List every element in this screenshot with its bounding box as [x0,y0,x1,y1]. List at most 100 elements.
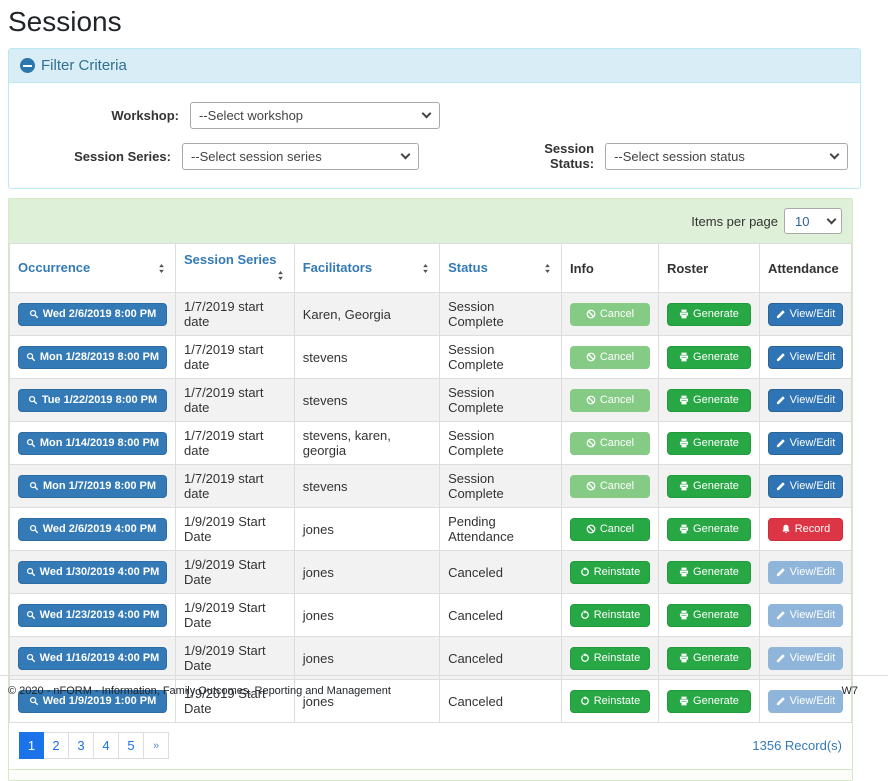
page-button-3[interactable]: 3 [69,732,94,759]
facilitators-cell: stevens, karen, georgia [294,422,439,465]
generate-button[interactable]: Generate [667,475,751,498]
facilitators-cell: Karen, Georgia [294,293,439,336]
status-cell: Session Complete [440,293,562,336]
roster-cell: Generate [658,293,759,336]
roster-cell: Generate [658,465,759,508]
workshop-select[interactable]: --Select workshop [190,102,440,129]
sort-icon [420,263,431,274]
view-edit-button[interactable]: View/Edit [768,432,843,455]
view-edit-button[interactable]: View/Edit [768,303,843,326]
cancel-button[interactable]: Cancel [570,518,650,541]
column-header-attendance: Attendance [759,244,851,293]
generate-button[interactable]: Generate [667,389,751,412]
record-button[interactable]: Record [768,518,843,541]
page-button-4[interactable]: 4 [94,732,119,759]
filter-criteria-title: Filter Criteria [41,57,127,74]
table-row: Wed 1/16/2019 4:00 PM1/9/2019 Start Date… [10,637,852,680]
occurrence-button[interactable]: Mon 1/7/2019 8:00 PM [18,475,167,498]
occurrence-button[interactable]: Mon 1/28/2019 8:00 PM [18,346,167,369]
occurrence-button[interactable]: Wed 1/30/2019 4:00 PM [18,561,167,584]
occurrence-button[interactable]: Mon 1/14/2019 8:00 PM [18,432,167,455]
occurrence-button[interactable]: Wed 2/6/2019 4:00 PM [18,518,167,541]
occurrence-button[interactable]: Wed 1/16/2019 4:00 PM [18,647,167,670]
next-page-button[interactable]: » [144,732,169,759]
page-button-1[interactable]: 1 [19,732,44,759]
session-series-cell: 1/7/2019 start date [176,422,295,465]
ban-icon [586,524,596,534]
page-button-2[interactable]: 2 [44,732,69,759]
status-cell: Canceled [440,551,562,594]
print-icon [679,309,689,319]
status-cell: Pending Attendance [440,508,562,551]
generate-button[interactable]: Generate [667,604,751,627]
sessions-table: OccurrenceSession SeriesFacilitatorsStat… [9,243,852,723]
undo-icon [580,610,590,620]
pencil-icon [776,438,786,448]
column-header-status[interactable]: Status [440,244,562,293]
search-icon [26,567,36,577]
table-footer: 12345» 1356 Record(s) [9,723,852,769]
generate-button[interactable]: Generate [667,303,751,326]
occurrence-button[interactable]: Wed 1/23/2019 4:00 PM [18,604,167,627]
roster-cell: Generate [658,551,759,594]
print-icon [679,653,689,663]
cancel-button: Cancel [570,432,650,455]
record-count: 1356 Record(s) [752,738,842,753]
search-icon [26,352,36,362]
info-cell: Reinstate [561,637,658,680]
attendance-cell: Record [759,508,851,551]
search-icon [29,696,39,706]
column-header-occurrence[interactable]: Occurrence [10,244,176,293]
occurrence-cell: Wed 1/30/2019 4:00 PM [10,551,176,594]
filter-body: Workshop: --Select workshop Session Seri… [9,83,860,188]
roster-cell: Generate [658,637,759,680]
items-per-page-select[interactable]: 10 [784,208,842,234]
filter-criteria-header[interactable]: Filter Criteria [9,49,860,83]
minus-circle-icon [20,58,35,73]
column-header-session-series[interactable]: Session Series [176,244,295,293]
occurrence-cell: Wed 1/16/2019 4:00 PM [10,637,176,680]
undo-icon [580,653,590,663]
generate-button[interactable]: Generate [667,346,751,369]
roster-cell: Generate [658,379,759,422]
search-icon [29,309,39,319]
generate-button[interactable]: Generate [667,647,751,670]
reinstate-button[interactable]: Reinstate [570,647,650,670]
occurrence-cell: Mon 1/7/2019 8:00 PM [10,465,176,508]
pencil-icon [776,610,786,620]
pencil-icon [776,567,786,577]
attendance-cell: View/Edit [759,379,851,422]
reinstate-button[interactable]: Reinstate [570,561,650,584]
generate-button[interactable]: Generate [667,561,751,584]
search-icon [29,481,39,491]
cancel-button: Cancel [570,389,650,412]
reinstate-button[interactable]: Reinstate [570,604,650,627]
view-edit-button[interactable]: View/Edit [768,389,843,412]
column-header-facilitators[interactable]: Facilitators [294,244,439,293]
info-cell: Cancel [561,508,658,551]
cancel-button: Cancel [570,346,650,369]
session-series-label: Session Series: [21,149,171,164]
column-header-info: Info [561,244,658,293]
occurrence-cell: Mon 1/28/2019 8:00 PM [10,336,176,379]
ban-icon [586,438,596,448]
view-edit-button[interactable]: View/Edit [768,475,843,498]
session-series-select[interactable]: --Select session series [182,143,419,170]
page-title: Sessions [8,6,888,38]
occurrence-button[interactable]: Wed 2/6/2019 8:00 PM [18,303,167,326]
items-per-page-label: Items per page [691,214,778,229]
ban-icon [586,481,596,491]
facilitators-cell: stevens [294,379,439,422]
roster-cell: Generate [658,508,759,551]
print-icon [679,524,689,534]
generate-button[interactable]: Generate [667,518,751,541]
session-status-select[interactable]: --Select session status [605,143,848,170]
occurrence-button[interactable]: Tue 1/22/2019 8:00 PM [18,389,167,412]
view-edit-button[interactable]: View/Edit [768,346,843,369]
facilitators-cell: jones [294,551,439,594]
pencil-icon [776,696,786,706]
pencil-icon [776,309,786,319]
info-cell: Cancel [561,422,658,465]
page-button-5[interactable]: 5 [119,732,144,759]
generate-button[interactable]: Generate [667,432,751,455]
